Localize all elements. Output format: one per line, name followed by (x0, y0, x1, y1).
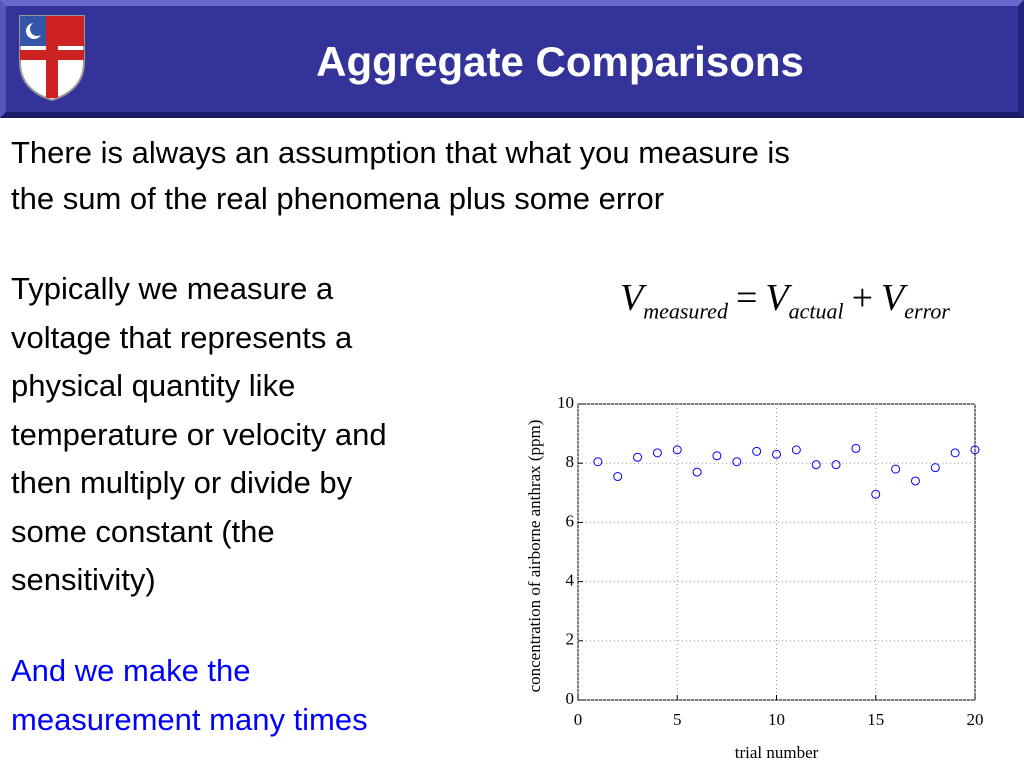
header-bar (0, 0, 1024, 118)
point (732, 457, 742, 467)
text-line: There is always an assumption that what … (11, 135, 790, 170)
subscript: measured (643, 298, 728, 324)
text-line: And we make the (11, 653, 251, 688)
chart: 0 2 4 6 8 10 0 5 10 15 20 trial number concentration… (525, 393, 984, 762)
y-tick-label: 2 (566, 630, 575, 649)
x-tick-label: 0 (574, 710, 583, 729)
text-line: sensitivity) (11, 562, 156, 597)
operator: = (735, 277, 758, 319)
detail-text: Typically we measure a voltage that repre… (11, 265, 387, 605)
point (772, 449, 781, 459)
point (613, 472, 623, 482)
x-tick-label: 15 (867, 710, 884, 729)
text-line: voltage that represents a (11, 319, 353, 355)
point (652, 448, 662, 458)
x-tick-label: 10 (768, 710, 785, 729)
subscript: error (904, 298, 950, 324)
y-tick-label: 0 (566, 689, 575, 708)
subscript: actual (788, 298, 844, 324)
text-line: measurement many times (11, 701, 368, 737)
equation: Vmeasured = Vactual + Verror (620, 276, 950, 325)
point (593, 457, 603, 467)
point (692, 467, 702, 477)
x-tick-label: 20 (967, 710, 984, 729)
intro-text: There is always an assumption that what … (11, 130, 790, 222)
symbol: V (620, 277, 644, 319)
point (891, 464, 901, 474)
text-line: then multiply or divide by (11, 465, 353, 500)
point (633, 452, 643, 462)
point (950, 448, 960, 458)
point (930, 463, 940, 473)
point (871, 489, 881, 499)
highlight-text: And we make the measurement many times (11, 647, 368, 744)
point (851, 443, 861, 453)
y-tick-label: 8 (566, 452, 575, 471)
text-line: some constant (the (11, 513, 275, 549)
y-tick-label: 10 (557, 393, 574, 412)
point (672, 445, 682, 455)
point (831, 460, 841, 470)
point (752, 446, 762, 456)
text-line: Typically we measure a (11, 271, 334, 306)
text-line: temperature or velocity and (11, 416, 387, 452)
point (712, 451, 722, 461)
y-axis-label: concentration of airborne anthrax (ppm) (525, 420, 544, 693)
symbol: V (881, 277, 905, 319)
point (910, 476, 920, 486)
operator: + (851, 277, 874, 319)
y-tick-label: 6 (566, 511, 575, 530)
x-axis-label: trial number (735, 743, 819, 762)
logo (19, 15, 85, 102)
point (811, 460, 821, 470)
point (791, 445, 801, 455)
text-line: the sum of the real phenomena plus some … (11, 181, 665, 216)
symbol: V (765, 277, 789, 319)
x-tick-label: 5 (673, 710, 682, 729)
y-tick-label: 4 (566, 571, 575, 590)
text-line: physical quantity like (11, 368, 296, 403)
slide-title: Aggregate Comparisons (316, 38, 804, 85)
point (970, 445, 980, 455)
